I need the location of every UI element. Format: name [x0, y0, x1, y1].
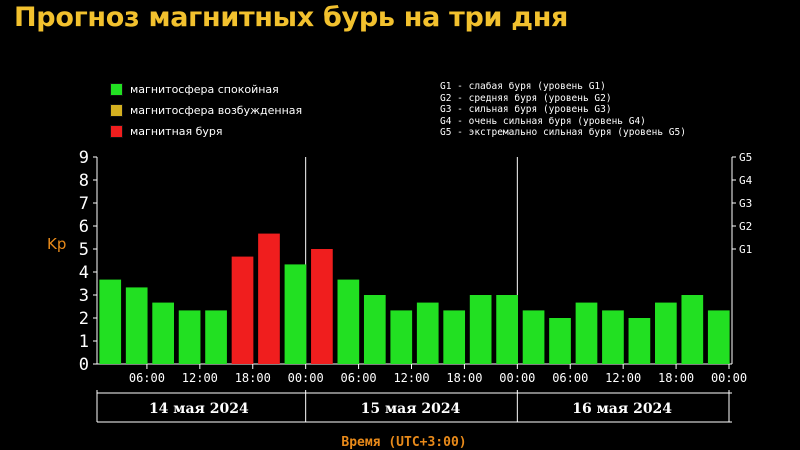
day-label: 14 мая 2024	[149, 401, 249, 417]
storm-level-legend: G1 - слабая буря (уровень G1) G2 - средня…	[440, 81, 686, 139]
color-legend: магнитосфера спокойная магнитосфера возбу…	[110, 80, 302, 143]
legend-swatch	[110, 103, 123, 117]
storm-level-legend-item: G4 - очень сильная буря (уровень G4)	[440, 115, 646, 127]
g-tick-label: G4	[739, 174, 753, 187]
x-tick-label: 06:00	[341, 371, 377, 385]
y-tick-label: 2	[79, 309, 89, 329]
y-tick-label: 8	[79, 171, 89, 191]
kp-bar	[681, 295, 704, 364]
y-tick-label: 4	[79, 263, 89, 283]
x-tick-label: 12:00	[605, 371, 641, 385]
x-tick-label: 12:00	[393, 371, 429, 385]
legend-item: магнитосфера возбужденная	[110, 101, 302, 119]
g-tick-label: G3	[739, 197, 752, 210]
kp-bar	[522, 310, 545, 364]
y-tick-label: 6	[79, 217, 89, 237]
x-tick-label: 00:00	[499, 371, 535, 385]
day-label: 15 мая 2024	[361, 401, 461, 417]
kp-bar	[628, 318, 651, 364]
x-axis-label: Время (UTC+3:00)	[341, 435, 466, 450]
x-tick-label: 18:00	[446, 371, 482, 385]
kp-bar	[311, 249, 333, 364]
kp-bar	[390, 310, 413, 364]
legend-item: магнитосфера спокойная	[110, 80, 302, 98]
kp-bar	[152, 302, 174, 364]
kp-bar	[99, 279, 122, 364]
storm-level-legend-item: G5 - экстремально сильная буря (уровень …	[440, 127, 686, 139]
kp-bar	[231, 256, 254, 364]
x-tick-label: 00:00	[288, 371, 324, 385]
legend-label: магнитная буря	[130, 124, 223, 138]
x-tick-label: 06:00	[552, 371, 588, 385]
kp-bar	[178, 310, 201, 364]
legend-swatch	[110, 124, 123, 138]
y-tick-label: 0	[79, 355, 89, 375]
page-title: Прогноз магнитных бурь на три дня	[14, 2, 569, 33]
kp-bar	[496, 295, 518, 364]
kp-bar	[258, 233, 280, 364]
y-tick-label: 9	[79, 148, 89, 168]
kp-bar	[284, 264, 307, 364]
kp-bar	[469, 295, 492, 364]
kp-bar	[549, 318, 571, 364]
kp-bar	[363, 295, 386, 364]
kp-bar	[443, 310, 466, 364]
kp-bar	[655, 302, 677, 364]
g-tick-label: G2	[739, 220, 752, 233]
kp-bar	[125, 287, 148, 364]
g-tick-label: G5	[739, 151, 752, 164]
day-label: 16 мая 2024	[572, 401, 672, 417]
y-tick-label: 1	[79, 332, 89, 352]
legend-label: магнитосфера возбужденная	[130, 103, 303, 117]
legend-swatch	[110, 82, 123, 96]
y-tick-label: 5	[79, 240, 89, 260]
kp-bar	[707, 310, 730, 364]
kp-bar	[205, 310, 227, 364]
kp-bar	[337, 279, 360, 364]
legend-item: магнитная буря	[110, 122, 302, 140]
kp-bar	[575, 302, 598, 364]
y-tick-label: 3	[79, 286, 89, 306]
y-tick-label: 7	[79, 194, 89, 214]
g-tick-label: G1	[739, 243, 752, 256]
kp-bar	[602, 310, 624, 364]
storm-level-legend-item: G1 - слабая буря (уровень G1)	[440, 81, 606, 92]
x-tick-label: 06:00	[129, 371, 165, 385]
storm-level-legend-item: G3 - сильная буря (уровень G3)	[440, 104, 612, 116]
storm-level-legend-item: G2 - средняя буря (уровень G2)	[440, 92, 612, 104]
y-axis-label: Kp	[47, 235, 66, 253]
x-tick-label: 12:00	[182, 371, 218, 385]
x-tick-label: 18:00	[658, 371, 694, 385]
legend-label: магнитосфера спокойная	[130, 82, 279, 96]
x-tick-label: 00:00	[711, 371, 747, 385]
kp-bar	[416, 302, 439, 364]
x-tick-label: 18:00	[235, 371, 271, 385]
